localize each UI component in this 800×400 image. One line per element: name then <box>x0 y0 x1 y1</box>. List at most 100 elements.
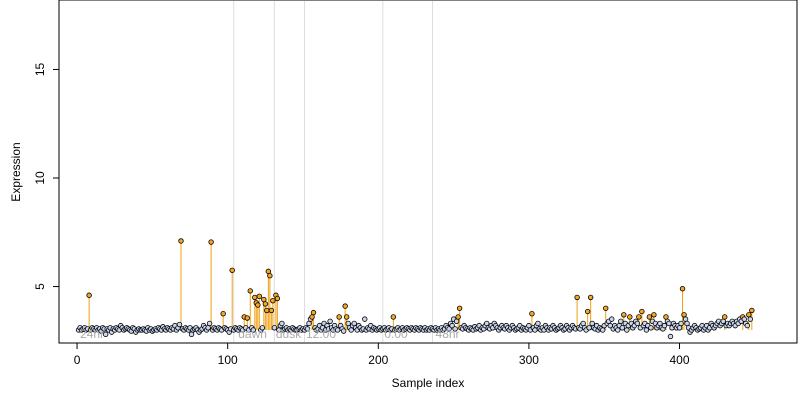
data-point <box>619 325 625 331</box>
data-point <box>627 314 633 320</box>
data-point <box>661 322 668 329</box>
data-point <box>720 318 726 324</box>
data-point <box>264 307 270 314</box>
data-point <box>621 312 627 318</box>
y-axis-title: Expression <box>9 142 23 201</box>
data-point <box>666 320 672 327</box>
x-tick-label: 400 <box>670 353 690 367</box>
data-point <box>651 312 657 318</box>
y-tick-label: 15 <box>33 62 47 76</box>
data-point <box>453 318 460 324</box>
data-point <box>244 315 250 321</box>
phase-label: 0:00 <box>384 327 408 341</box>
data-point <box>208 239 214 245</box>
data-point <box>446 326 452 332</box>
data-point <box>336 314 342 320</box>
data-point <box>205 325 211 331</box>
data-point <box>265 268 272 275</box>
data-point <box>749 307 755 314</box>
phase-label: 12:00 <box>306 327 336 341</box>
data-point <box>268 307 275 314</box>
data-point <box>741 316 747 322</box>
data-point <box>634 320 641 327</box>
x-tick-label: 300 <box>519 353 539 367</box>
data-point <box>746 312 752 318</box>
data-point <box>747 316 754 322</box>
data-point <box>484 320 490 327</box>
data-point <box>678 320 684 327</box>
data-point <box>600 327 606 333</box>
phase-boundary-lines <box>233 1 434 342</box>
phase-label: dawn <box>238 327 267 341</box>
data-point <box>615 327 621 333</box>
data-point <box>178 238 184 244</box>
data-point <box>648 325 654 331</box>
data-point <box>271 325 278 331</box>
data-point <box>343 314 350 320</box>
data-point <box>455 314 461 320</box>
data-point <box>362 316 368 322</box>
x-axis: 0 100 200 300 400 <box>74 342 690 367</box>
data-point <box>342 303 348 309</box>
data-point <box>624 327 630 333</box>
data-point <box>274 295 281 302</box>
data-point <box>682 316 689 322</box>
data-points <box>75 238 755 340</box>
x-axis-title: Sample index <box>392 376 465 390</box>
phase-label: 48hr <box>436 327 460 341</box>
data-point <box>722 314 728 320</box>
data-point <box>744 322 750 329</box>
data-point <box>587 294 594 301</box>
data-point <box>229 267 235 273</box>
data-point <box>327 318 333 324</box>
data-point <box>345 320 351 327</box>
data-point <box>449 322 455 329</box>
data-point <box>247 288 253 294</box>
x-tick-label: 200 <box>368 353 388 367</box>
y-tick-label: 10 <box>33 171 47 185</box>
data-point <box>304 326 311 332</box>
data-point <box>639 308 645 315</box>
data-point <box>188 331 195 338</box>
data-point <box>667 333 674 340</box>
data-point <box>390 314 397 320</box>
data-point <box>532 327 538 333</box>
data-point <box>526 322 532 329</box>
data-point <box>255 302 261 308</box>
data-point <box>603 305 609 311</box>
data-point <box>252 294 258 301</box>
data-point <box>643 327 650 333</box>
data-point <box>529 310 535 317</box>
data-point <box>676 325 683 331</box>
data-point <box>580 320 586 327</box>
x-tick-label: 100 <box>218 353 238 367</box>
data-point <box>261 296 267 303</box>
data-point <box>684 320 690 327</box>
y-axis: 5 10 15 <box>33 62 60 290</box>
data-point <box>456 305 463 311</box>
data-point <box>176 321 183 328</box>
data-point <box>351 320 357 327</box>
data-point <box>256 293 263 300</box>
data-point <box>310 309 317 316</box>
data-point <box>609 316 615 322</box>
phase-label: dusk <box>276 327 302 341</box>
data-point <box>636 314 642 320</box>
data-point <box>618 318 624 324</box>
data-point <box>262 301 269 307</box>
data-point <box>279 320 285 327</box>
y-tick-label: 5 <box>33 283 47 290</box>
data-point <box>535 320 541 327</box>
data-point <box>86 292 92 298</box>
plot-frame <box>58 0 798 344</box>
data-point <box>250 327 256 333</box>
data-point <box>589 320 595 327</box>
data-point <box>306 320 312 327</box>
data-point <box>348 327 354 333</box>
phase-label: 24hr <box>80 327 104 341</box>
data-point <box>452 326 458 332</box>
data-point <box>681 312 687 318</box>
data-point <box>220 310 226 317</box>
data-point <box>646 314 653 320</box>
